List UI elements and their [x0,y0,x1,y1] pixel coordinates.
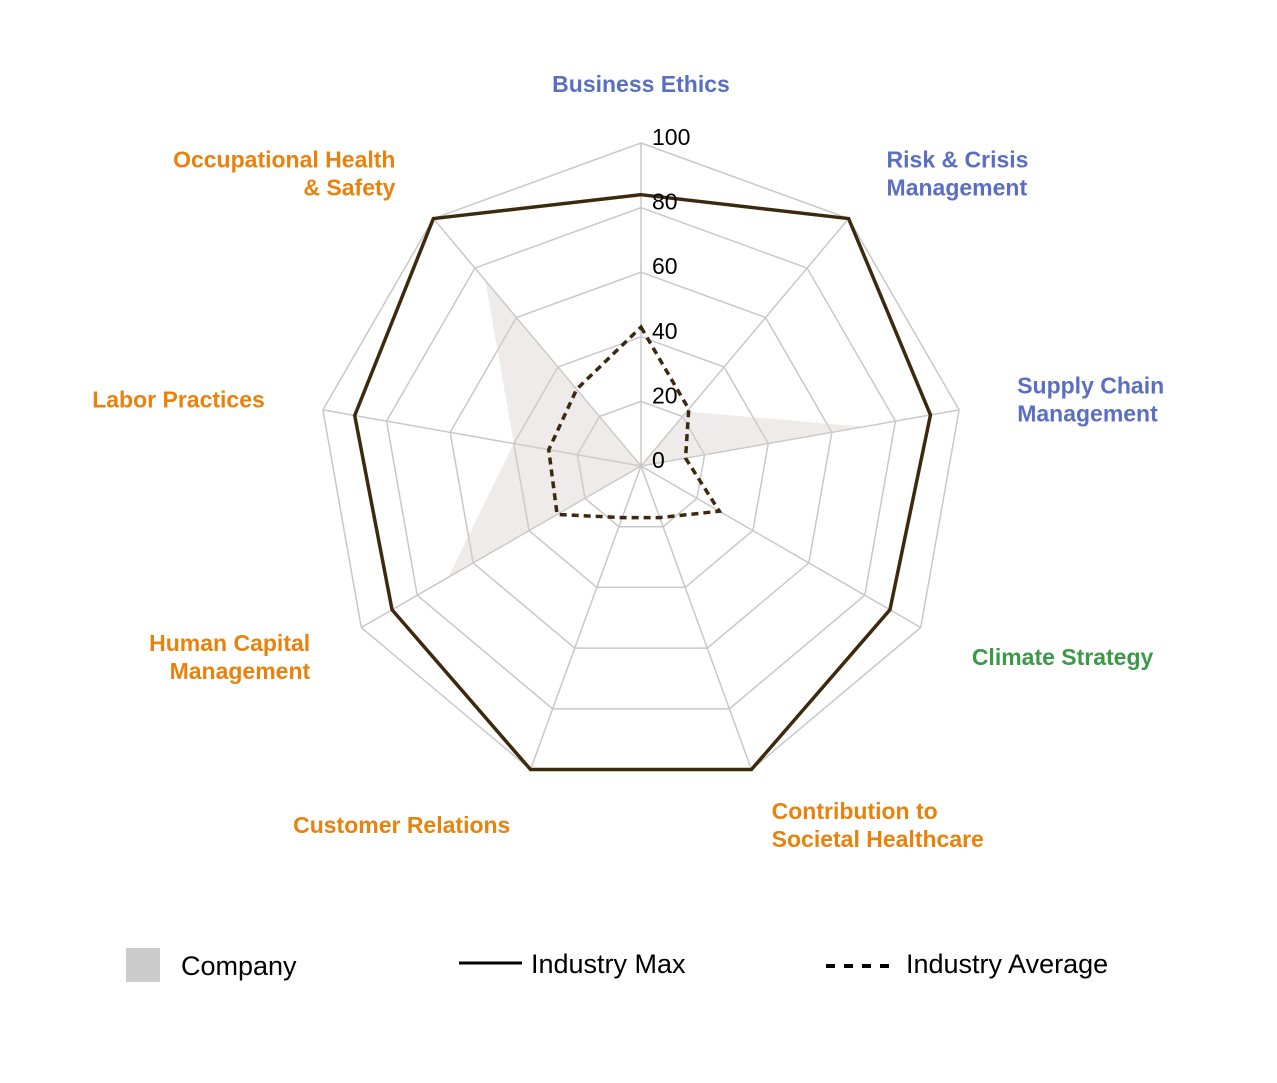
grid-spoke-labor-practices [322,409,642,467]
grid-spoke-supply-chain-management [640,409,960,467]
axis-labels: Business Ethics Risk & Crisis Management Su… [92,71,1164,852]
series-industry-average [546,324,723,520]
grid-ring-60 [449,271,833,649]
radar-grid [322,142,960,771]
grid-spoke-contribution-to-societal-healthcare [640,465,753,770]
tick-label-80: 80 [652,189,678,215]
grid-spoke-climate-strategy [640,465,922,629]
series-industry-max [352,192,933,772]
axis-label-supply-chain-management: Supply Chain Management [1017,373,1164,427]
tick-label-0: 0 [652,447,665,473]
legend-label-industry-average: Industry Average [906,949,1108,979]
axis-label-climate-strategy: Climate Strategy [972,644,1154,670]
axis-label-human-capital-management: Human Capital Management [149,630,310,684]
legend-swatch-company [126,948,160,982]
axis-label-labor-practices: Labor Practices [92,387,265,413]
axis-label-occupational-health-and-safety: Occupational Health & Safety [173,146,396,200]
legend-item-industry-average: Industry Average [826,949,1108,979]
grid-spoke-risk-and-crisis-management [640,218,850,467]
tick-label-40: 40 [652,318,678,344]
axis-label-customer-relations: Customer Relations [293,812,510,838]
axis-label-contribution-to-societal-healthcare: Contribution to Societal Healthcare [772,798,984,852]
axis-label-risk-and-crisis-management: Risk & Crisis Management [887,146,1029,200]
grid-spoke-occupational-health-and-safety [432,218,642,467]
radial-tick-labels: 0 20 40 60 80 100 [652,124,690,473]
axis-label-business-ethics: Business Ethics [552,71,730,97]
legend: Company Industry Max Industry Average [126,948,1108,982]
grid-ring-20 [576,400,706,528]
grid-ring-40 [512,336,770,589]
radar-series [352,192,933,772]
tick-label-60: 60 [652,253,678,279]
legend-label-company: Company [181,951,297,981]
legend-label-industry-max: Industry Max [531,949,686,979]
series-company [447,280,864,673]
legend-item-company: Company [126,948,297,982]
tick-label-20: 20 [652,382,678,408]
legend-item-industry-max: Industry Max [459,949,686,979]
tick-label-100: 100 [652,124,690,150]
grid-ring-80 [385,206,897,710]
grid-spoke-human-capital-management [360,465,642,629]
